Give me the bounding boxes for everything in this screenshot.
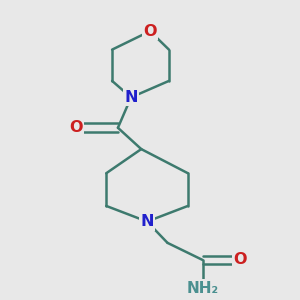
Text: O: O: [234, 252, 247, 267]
Text: N: N: [124, 90, 138, 105]
Text: O: O: [143, 24, 157, 39]
Text: N: N: [140, 214, 154, 229]
Text: NH₂: NH₂: [186, 281, 219, 296]
Text: O: O: [69, 120, 82, 135]
